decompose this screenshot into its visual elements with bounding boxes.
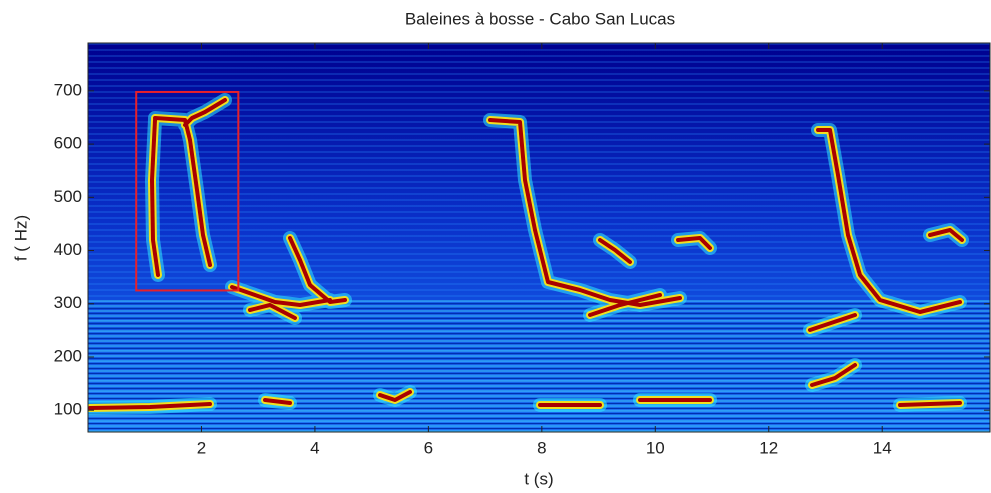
x-tick-label: 8 <box>537 438 546 457</box>
y-axis-label: f ( Hz) <box>11 215 30 261</box>
x-tick-label: 14 <box>873 438 892 457</box>
x-tick-label: 12 <box>759 438 778 457</box>
x-tick-label: 10 <box>646 438 665 457</box>
highlight-box <box>135 90 240 292</box>
x-tick-label: 2 <box>197 438 206 457</box>
x-tick-label: 6 <box>424 438 433 457</box>
y-tick-label: 400 <box>54 240 82 259</box>
x-axis-label: t (s) <box>524 469 553 488</box>
spectrogram <box>88 43 990 432</box>
plot-frame <box>87 42 991 433</box>
y-tick-label: 700 <box>54 80 82 99</box>
y-tick-label: 500 <box>54 187 82 206</box>
chart-title: Baleines à bosse - Cabo San Lucas <box>405 9 675 28</box>
y-tick-label: 200 <box>54 346 82 365</box>
x-tick-label: 4 <box>310 438 319 457</box>
y-tick-label: 300 <box>54 293 82 312</box>
y-tick-label: 100 <box>54 400 82 419</box>
y-tick-label: 600 <box>54 134 82 153</box>
